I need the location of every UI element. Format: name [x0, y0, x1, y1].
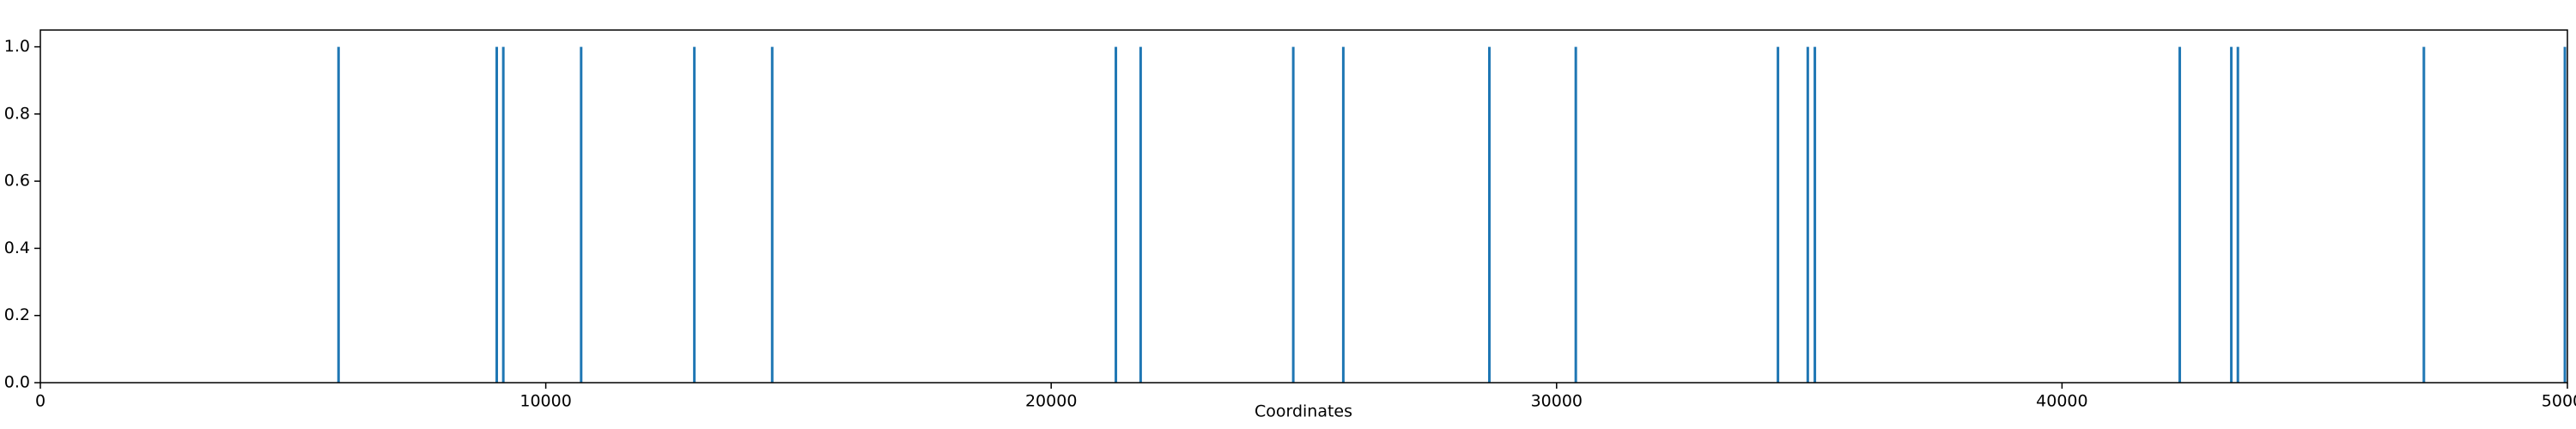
x-tick-label: 40000: [2036, 392, 2087, 411]
y-tick-label: 1.0: [4, 37, 30, 56]
x-axis-label: Coordinates: [1255, 402, 1352, 421]
x-tick-label: 10000: [519, 392, 571, 411]
x-tick-label: 30000: [1531, 392, 1583, 411]
x-tick-label: 50000: [2542, 392, 2576, 411]
y-tick-label: 0.2: [4, 305, 30, 324]
plot-frame: [39, 29, 2568, 384]
y-tick-label: 0.4: [4, 239, 30, 257]
y-tick-label: 0.0: [4, 373, 30, 392]
x-tick-label: 20000: [1025, 392, 1077, 411]
y-tick-label: 0.6: [4, 172, 30, 190]
y-tick-label: 0.8: [4, 104, 30, 123]
x-tick-label: 0: [35, 392, 46, 411]
